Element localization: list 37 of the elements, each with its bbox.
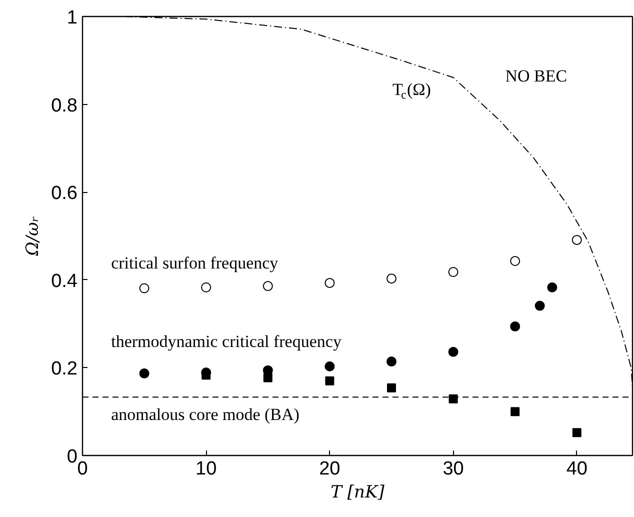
point [386,274,396,284]
point [325,376,334,386]
series-label: thermodynamic critical frequency [111,332,342,351]
point [510,407,520,416]
x-tick-label: 20 [319,458,340,480]
x-axis-title: T [nK] [330,482,385,502]
y-tick-label: 0.4 [51,270,78,292]
point [547,282,558,292]
point [386,383,396,392]
point [263,373,272,382]
y-tick-label: 0.2 [51,358,78,380]
annotation: NO BEC [505,66,568,86]
series-label: critical surfon frequency [111,253,279,272]
x-tick-label: 30 [442,458,464,480]
point [201,282,212,292]
y-tick-label: 0.6 [51,183,78,204]
point [448,346,458,357]
point [572,428,582,438]
y-tick-label: 0.8 [51,95,78,116]
point [324,361,335,372]
point [534,300,545,311]
x-tick-label: 10 [196,458,217,480]
point [202,370,211,380]
point [139,368,150,378]
point [324,278,335,288]
point [572,234,582,245]
y-tick-label: 1 [66,8,78,28]
y-axis-title: Ω/ωᵣ [23,216,44,257]
series-label: anomalous core mode (BA) [111,405,300,424]
point [139,283,150,294]
point [386,356,396,367]
point [262,281,273,292]
x-tick-label: 40 [566,458,588,480]
point [510,256,520,266]
point [448,267,458,277]
point [448,394,458,404]
point [510,321,520,332]
